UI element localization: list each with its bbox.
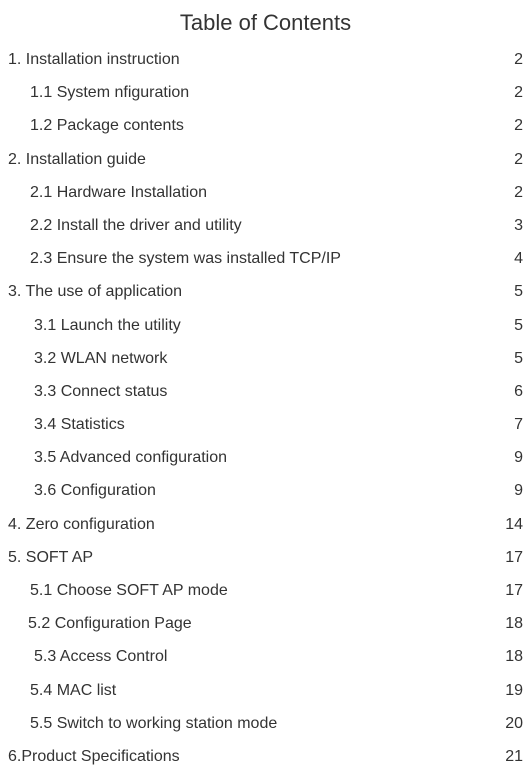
toc-entry-label: 1. Installation instruction bbox=[8, 50, 180, 69]
toc-title: Table of Contents bbox=[8, 10, 523, 36]
toc-container: 1. Installation instruction 21.1 System … bbox=[8, 50, 523, 780]
toc-entry-page: 6 bbox=[514, 382, 523, 401]
toc-entry-label: 3.6 Configuration bbox=[34, 481, 156, 500]
toc-entry: 5.1 Choose SOFT AP mode 17 bbox=[8, 581, 523, 600]
toc-entry-label: 2.1 Hardware Installation bbox=[30, 183, 207, 202]
toc-entry-page: 5 bbox=[514, 316, 523, 335]
toc-entry: 2. Installation guide 2 bbox=[8, 150, 523, 169]
toc-entry-page: 5 bbox=[514, 282, 523, 301]
toc-entry-label: 3.2 WLAN network bbox=[34, 349, 167, 368]
toc-entry-label: 3. The use of application bbox=[8, 282, 182, 301]
toc-entry: 3. The use of application 5 bbox=[8, 282, 523, 301]
toc-entry-label: 5.1 Choose SOFT AP mode bbox=[30, 581, 228, 600]
toc-entry-page: 2 bbox=[514, 183, 523, 202]
toc-entry-label: 1.1 System nfiguration bbox=[30, 83, 189, 102]
toc-entry-page: 17 bbox=[505, 548, 523, 567]
toc-entry: 1.2 Package contents 2 bbox=[8, 116, 523, 135]
toc-entry-page: 4 bbox=[514, 249, 523, 268]
toc-entry-page: 20 bbox=[505, 714, 523, 733]
toc-entry-label: 3.5 Advanced configuration bbox=[34, 448, 227, 467]
toc-entry: 5.3 Access Control 18 bbox=[8, 647, 523, 666]
toc-entry: 4. Zero configuration 14 bbox=[8, 515, 523, 534]
toc-entry-label: 5.2 Configuration Page bbox=[28, 614, 192, 633]
toc-entry-page: 9 bbox=[514, 448, 523, 467]
toc-entry: 3.2 WLAN network 5 bbox=[8, 349, 523, 368]
toc-entry: 2.2 Install the driver and utility 3 bbox=[8, 216, 523, 235]
toc-entry: 3.3 Connect status 6 bbox=[8, 382, 523, 401]
toc-entry-label: 5.5 Switch to working station mode bbox=[30, 714, 277, 733]
toc-entry-page: 9 bbox=[514, 481, 523, 500]
toc-entry-page: 17 bbox=[505, 581, 523, 600]
toc-entry: 5.5 Switch to working station mode 20 bbox=[8, 714, 523, 733]
toc-entry-page: 2 bbox=[514, 50, 523, 69]
toc-entry: 5. SOFT AP 17 bbox=[8, 548, 523, 567]
toc-entry-page: 5 bbox=[514, 349, 523, 368]
toc-entry-label: 5. SOFT AP bbox=[8, 548, 93, 567]
toc-entry-page: 3 bbox=[514, 216, 523, 235]
toc-entry: 5.4 MAC list 19 bbox=[8, 681, 523, 700]
toc-entry-label: 3.1 Launch the utility bbox=[34, 316, 181, 335]
toc-entry-page: 19 bbox=[505, 681, 523, 700]
toc-entry: 2.3 Ensure the system was installed TCP/… bbox=[8, 249, 523, 268]
toc-entry: 3.4 Statistics 7 bbox=[8, 415, 523, 434]
toc-entry-label: 5.3 Access Control bbox=[34, 647, 167, 666]
toc-entry-label: 2. Installation guide bbox=[8, 150, 146, 169]
toc-entry-page: 21 bbox=[505, 747, 523, 766]
toc-entry-page: 2 bbox=[514, 83, 523, 102]
toc-entry-page: 7 bbox=[514, 415, 523, 434]
toc-entry-label: 2.3 Ensure the system was installed TCP/… bbox=[30, 249, 341, 268]
toc-entry-page: 18 bbox=[505, 647, 523, 666]
toc-entry: 5.2 Configuration Page 18 bbox=[8, 614, 523, 633]
toc-entry-label: 3.3 Connect status bbox=[34, 382, 167, 401]
toc-entry-label: 1.2 Package contents bbox=[30, 116, 184, 135]
toc-entry-page: 18 bbox=[505, 614, 523, 633]
toc-entry-label: 5.4 MAC list bbox=[30, 681, 116, 700]
toc-entry-page: 14 bbox=[505, 515, 523, 534]
toc-entry: 1.1 System nfiguration 2 bbox=[8, 83, 523, 102]
toc-entry: 3.5 Advanced configuration 9 bbox=[8, 448, 523, 467]
toc-entry-page: 2 bbox=[514, 116, 523, 135]
toc-entry: 6.Product Specifications 21 bbox=[8, 747, 523, 766]
toc-entry: 3.6 Configuration 9 bbox=[8, 481, 523, 500]
toc-entry-label: 6.Product Specifications bbox=[8, 747, 180, 766]
toc-entry: 3.1 Launch the utility 5 bbox=[8, 316, 523, 335]
toc-entry: 1. Installation instruction 2 bbox=[8, 50, 523, 69]
toc-entry-label: 3.4 Statistics bbox=[34, 415, 125, 434]
toc-entry: 2.1 Hardware Installation 2 bbox=[8, 183, 523, 202]
toc-entry-label: 2.2 Install the driver and utility bbox=[30, 216, 242, 235]
toc-entry-page: 2 bbox=[514, 150, 523, 169]
toc-entry-label: 4. Zero configuration bbox=[8, 515, 155, 534]
